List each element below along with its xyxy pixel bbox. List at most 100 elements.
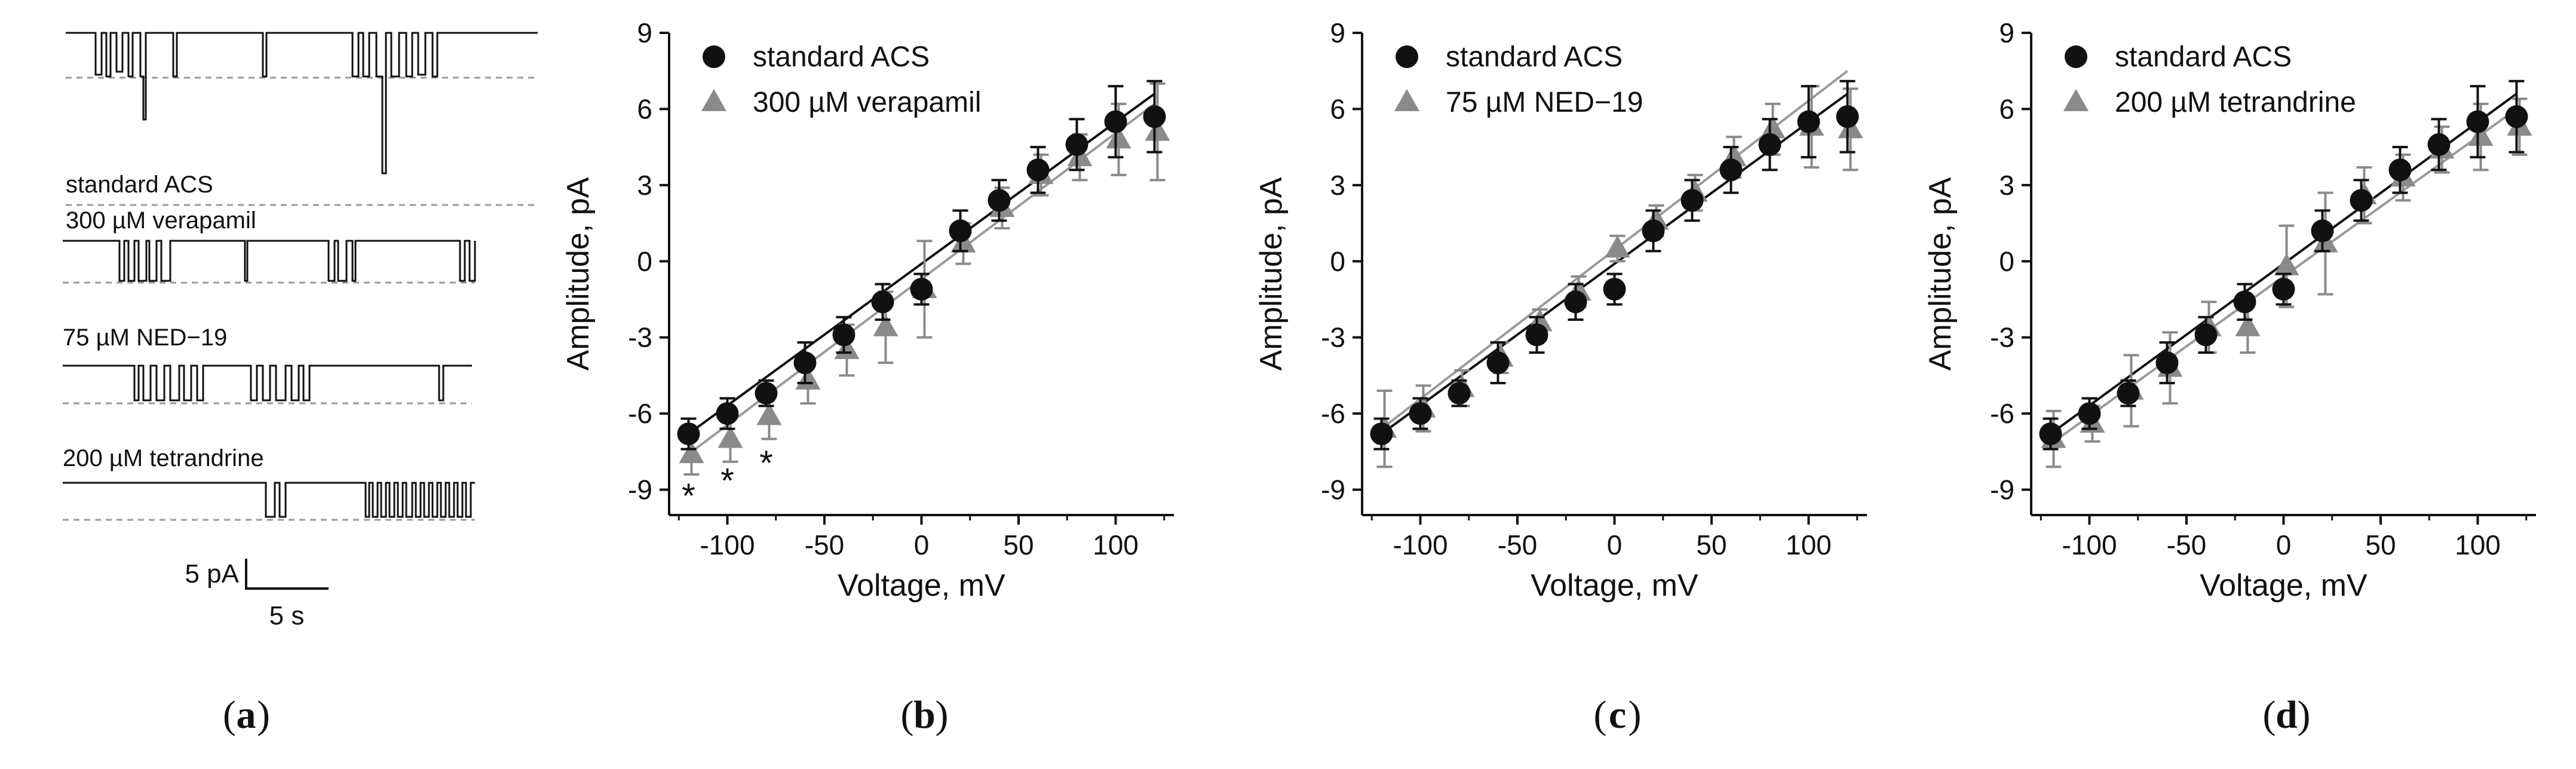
y-tick-label: 6 xyxy=(1999,93,2014,124)
data-point-triangle xyxy=(1145,118,1170,141)
panel-a-traces: standard ACS 300 µM verapamil 75 µM NED−… xyxy=(63,32,538,737)
data-point-triangle xyxy=(756,403,782,425)
data-point-circle xyxy=(716,402,739,425)
data-point-circle xyxy=(2272,277,2295,301)
data-point-circle xyxy=(1603,277,1626,301)
x-tick-label: -50 xyxy=(2167,529,2206,560)
y-tick-label: -3 xyxy=(1321,322,1345,353)
data-point-circle xyxy=(2350,189,2373,212)
trace-label: 75 µM NED−19 xyxy=(63,324,227,351)
data-point-circle xyxy=(1026,158,1050,182)
scale-bar-time: 5 s xyxy=(269,601,305,630)
trace-label: 200 µM tetrandrine xyxy=(63,445,264,471)
data-point-triangle xyxy=(1106,126,1131,149)
data-point-circle xyxy=(2311,219,2334,243)
panel-label-letter: b xyxy=(913,693,936,737)
data-point-circle xyxy=(1758,133,1781,156)
legend-label: 75 µM NED−19 xyxy=(1446,87,1643,118)
data-point-circle xyxy=(1065,133,1088,156)
legend-marker-circle xyxy=(1396,45,1418,68)
y-tick-label: -9 xyxy=(628,474,652,505)
legend-label: standard ACS xyxy=(753,41,930,73)
data-point-circle xyxy=(1525,323,1548,347)
trace-label: standard ACS xyxy=(66,171,213,198)
y-axis-label: Amplitude, pA xyxy=(1923,177,1958,370)
panel-label-paren: ) xyxy=(1629,693,1642,737)
data-point-circle xyxy=(2117,382,2140,405)
data-point-circle xyxy=(2039,422,2062,446)
data-point-circle xyxy=(1486,351,1510,375)
significance-asterisk: * xyxy=(759,444,773,483)
data-point-circle xyxy=(2155,351,2179,375)
current-trace xyxy=(63,364,472,402)
x-tick-label: -100 xyxy=(1393,529,1448,560)
legend-marker-circle xyxy=(703,45,725,68)
panel-label-letter: d xyxy=(2276,693,2298,737)
data-point-circle xyxy=(2466,110,2489,133)
data-point-circle xyxy=(793,351,817,375)
data-point-circle xyxy=(1104,110,1127,133)
data-point-triangle xyxy=(1605,235,1630,258)
data-point-circle xyxy=(2505,105,2528,128)
x-tick-label: 100 xyxy=(1786,529,1832,560)
significance-asterisk: * xyxy=(720,462,734,501)
data-point-circle xyxy=(2078,402,2101,425)
data-point-circle xyxy=(988,189,1011,212)
data-point-triangle xyxy=(1760,116,1786,139)
panel-label-letter: a xyxy=(237,693,256,737)
y-tick-label: -6 xyxy=(628,398,652,429)
panel-label-paren: ) xyxy=(2298,693,2311,737)
y-tick-label: 9 xyxy=(637,17,652,48)
current-trace xyxy=(63,482,475,518)
panel-b-iv-plot: -9 -6 -3 0 3 6 9 -100 -50 0 50 100 Voltage, mV Amplit… xyxy=(561,17,1174,737)
y-tick-label: -3 xyxy=(628,322,652,353)
x-tick-label: 100 xyxy=(2455,529,2501,560)
x-tick-label: 0 xyxy=(1607,529,1623,560)
data-point-circle xyxy=(1680,189,1704,212)
y-axis-label: Amplitude, pA xyxy=(561,177,596,370)
panel-label-paren: ( xyxy=(1594,693,1607,737)
y-tick-label: 0 xyxy=(1999,246,2014,277)
x-axis-label: Voltage, mV xyxy=(838,568,1005,603)
legend-marker-circle xyxy=(2065,45,2087,68)
x-tick-label: -100 xyxy=(700,529,755,560)
y-tick-label: 0 xyxy=(1330,246,1345,277)
trace-label: 300 µM verapamil xyxy=(66,207,256,234)
panel-label-paren: ( xyxy=(901,693,914,737)
data-point-circle xyxy=(949,219,972,243)
x-tick-label: -50 xyxy=(805,529,844,560)
legend-label: standard ACS xyxy=(1446,41,1623,73)
x-tick-label: 0 xyxy=(2276,529,2292,560)
data-point-triangle xyxy=(679,441,704,464)
data-point-circle xyxy=(1836,105,1859,128)
y-axis-label: Amplitude, pA xyxy=(1254,177,1289,370)
svg-text:(: ( xyxy=(223,693,236,737)
data-point-circle xyxy=(1642,219,1665,243)
panel-d-iv-plot: -9 -6 -3 0 3 6 9 -100 -50 0 50 100 Voltage, mV Amplit… xyxy=(1923,17,2536,737)
panel-label: ( a ) xyxy=(223,693,270,737)
scale-bar: 5 pA 5 s xyxy=(185,559,329,630)
y-tick-label: 3 xyxy=(1330,170,1345,201)
significance-asterisk: * xyxy=(682,477,695,516)
panel-label-paren: ) xyxy=(936,693,949,737)
legend-label: 200 µM tetrandrine xyxy=(2115,87,2356,118)
data-point-circle xyxy=(2233,290,2256,314)
data-point-circle xyxy=(1409,402,1432,425)
current-trace xyxy=(63,240,476,282)
y-tick-label: 9 xyxy=(1999,17,2014,48)
data-point-circle xyxy=(1797,110,1820,133)
data-point-circle xyxy=(1719,158,1743,182)
panel-label-paren: ( xyxy=(2263,693,2276,737)
y-tick-label: 3 xyxy=(637,170,652,201)
panel-c-iv-plot: -9 -6 -3 0 3 6 9 -100 -50 0 50 100 Voltage, mV Amplit… xyxy=(1254,17,1867,737)
data-point-circle xyxy=(1143,105,1166,128)
data-point-circle xyxy=(2388,158,2412,182)
y-tick-label: -9 xyxy=(1321,474,1345,505)
legend-label: standard ACS xyxy=(2115,41,2292,73)
trace-tetrandrine: 200 µM tetrandrine xyxy=(63,445,475,521)
legend-marker-triangle xyxy=(2063,89,2089,111)
data-point-triangle xyxy=(2235,314,2261,336)
data-point-triangle xyxy=(717,425,743,448)
current-trace xyxy=(66,32,538,174)
panel-label-letter: c xyxy=(1609,693,1626,737)
